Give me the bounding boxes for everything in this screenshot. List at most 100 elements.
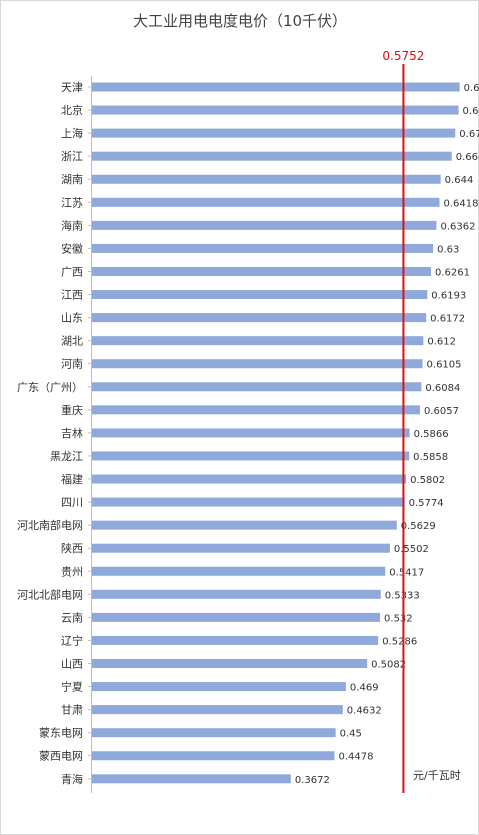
category-label: 吉林 xyxy=(61,426,83,440)
bar xyxy=(92,336,424,346)
bar xyxy=(92,635,379,645)
value-label: 0.5333 xyxy=(385,590,420,601)
value-label: 0.6418 xyxy=(443,198,478,209)
bar xyxy=(92,705,343,715)
category-label: 广东（广州） xyxy=(17,381,83,394)
category-label: 蒙东电网 xyxy=(39,727,83,740)
category-label: 广西 xyxy=(61,265,83,278)
category-label: 河北北部电网 xyxy=(17,587,83,601)
category-label: 湖北 xyxy=(61,335,83,348)
value-label: 0.4632 xyxy=(347,706,382,717)
bar xyxy=(92,728,336,738)
value-label: 0.45 xyxy=(340,729,362,740)
value-label: 0.6172 xyxy=(430,314,465,325)
bar xyxy=(92,497,405,507)
bar xyxy=(92,359,423,369)
bar xyxy=(92,243,434,253)
bar xyxy=(92,520,397,530)
unit-label: 元/千瓦时 xyxy=(413,769,461,782)
value-label: 0.6084 xyxy=(425,383,460,394)
bar xyxy=(92,451,410,461)
bar xyxy=(92,128,456,138)
value-label: 0.532 xyxy=(384,613,413,624)
category-label: 山西 xyxy=(61,658,83,671)
value-label: 0.63 xyxy=(437,244,459,255)
value-label: 0.5502 xyxy=(394,544,429,555)
value-label: 0.671 xyxy=(459,129,479,140)
category-label: 青海 xyxy=(61,772,83,786)
bar xyxy=(92,405,420,415)
bars-layer: 天津 0.679 北京 0.6770 上海 0.671 浙江 0.6644 湖南 0.644 江苏 0… xyxy=(17,81,479,786)
category-label: 天津 xyxy=(61,81,83,94)
value-label: 0.6057 xyxy=(424,406,459,417)
value-label: 0.6362 xyxy=(440,221,475,232)
bar xyxy=(92,151,452,161)
bar xyxy=(92,220,437,230)
category-label: 陕西 xyxy=(61,541,83,555)
value-label: 0.644 xyxy=(445,175,474,186)
bar xyxy=(92,474,407,484)
category-label: 福建 xyxy=(61,472,83,486)
category-label: 安徽 xyxy=(61,241,83,255)
reference-line-label: 0.5752 xyxy=(382,49,424,63)
value-label: 0.4478 xyxy=(338,752,373,763)
category-label: 湖南 xyxy=(61,173,83,186)
category-label: 江西 xyxy=(61,289,83,302)
bar xyxy=(92,174,441,184)
value-label: 0.469 xyxy=(350,683,379,694)
value-label: 0.5774 xyxy=(409,498,444,509)
category-label: 黑龙江 xyxy=(50,450,83,463)
category-label: 山东 xyxy=(61,312,83,325)
value-label: 0.6193 xyxy=(431,291,466,302)
value-label: 0.5866 xyxy=(414,429,449,440)
bar xyxy=(92,428,410,438)
bar xyxy=(92,313,427,323)
category-label: 江苏 xyxy=(61,196,83,209)
category-label: 甘肃 xyxy=(61,704,83,717)
bar xyxy=(92,659,368,668)
category-label: 河北南部电网 xyxy=(17,518,83,532)
value-label: 0.612 xyxy=(427,337,456,348)
category-label: 重庆 xyxy=(61,403,83,417)
category-label: 河南 xyxy=(61,358,83,371)
category-label: 上海 xyxy=(61,126,83,140)
category-label: 北京 xyxy=(61,103,83,117)
category-label: 浙江 xyxy=(61,150,83,163)
bar xyxy=(92,612,381,622)
category-label: 蒙西电网 xyxy=(39,750,83,763)
value-label: 0.5286 xyxy=(382,636,417,647)
bar xyxy=(92,682,346,692)
bar xyxy=(92,774,291,784)
category-label: 海南 xyxy=(61,218,83,232)
bar xyxy=(92,543,390,553)
category-label: 云南 xyxy=(61,611,83,624)
value-label: 0.3672 xyxy=(295,775,330,786)
category-label: 四川 xyxy=(61,496,83,509)
value-label: 0.5858 xyxy=(413,452,448,463)
value-label: 0.5629 xyxy=(401,521,436,532)
bar xyxy=(92,197,440,207)
reference-layer: 0.5752 xyxy=(382,49,424,793)
value-label: 0.5802 xyxy=(410,475,445,486)
bar xyxy=(92,589,381,599)
bar xyxy=(92,82,460,92)
bar xyxy=(92,751,335,761)
value-label: 0.6770 xyxy=(463,106,479,117)
value-label: 0.6261 xyxy=(435,267,470,278)
bar xyxy=(92,290,428,300)
bar xyxy=(92,382,422,392)
bar xyxy=(92,266,431,276)
value-label: 0.679 xyxy=(464,83,479,94)
value-label: 0.6105 xyxy=(427,360,462,371)
value-label: 0.6644 xyxy=(456,152,479,163)
category-label: 宁夏 xyxy=(61,680,83,694)
category-label: 辽宁 xyxy=(61,633,83,647)
bar xyxy=(92,105,459,115)
value-label: 0.5417 xyxy=(389,567,424,578)
category-label: 贵州 xyxy=(61,565,83,578)
bar xyxy=(92,566,386,576)
value-label: 0.5082 xyxy=(371,660,406,671)
chart-title: 大工业用电电度电价（10千伏） xyxy=(133,12,347,30)
